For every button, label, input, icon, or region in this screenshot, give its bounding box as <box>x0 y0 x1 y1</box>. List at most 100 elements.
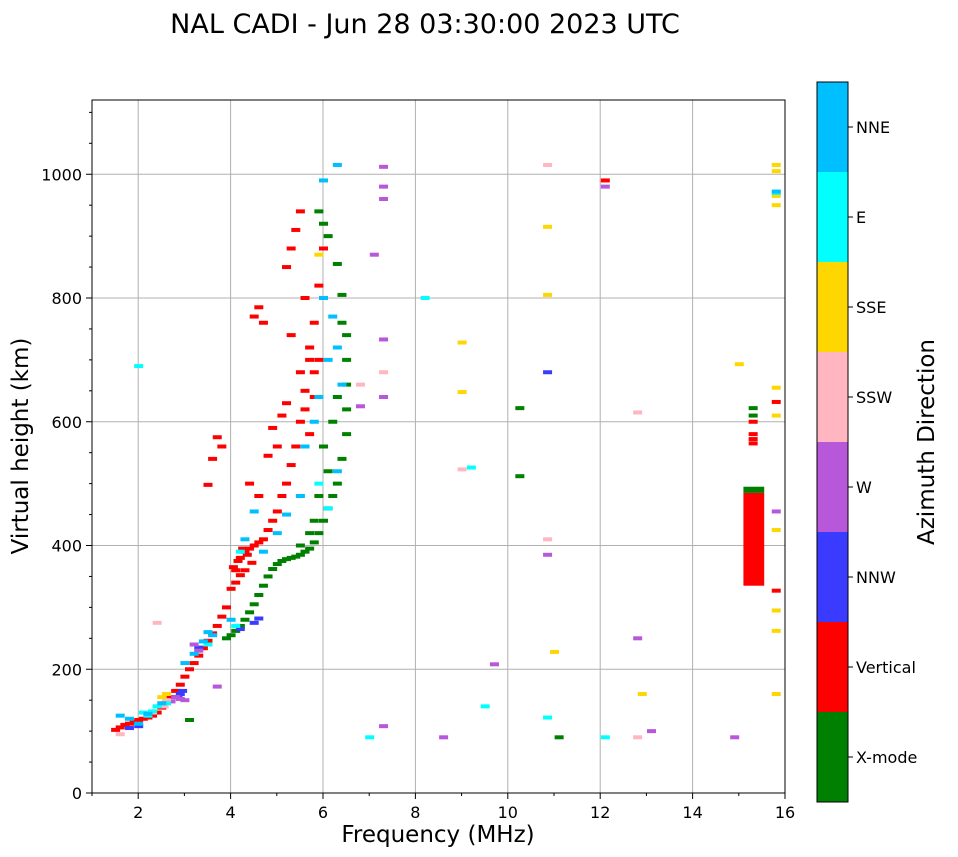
y-tick-label: 600 <box>51 413 82 432</box>
echo-point <box>355 404 365 409</box>
echo-block <box>743 492 765 586</box>
echo-point <box>258 549 268 554</box>
echo-point <box>185 667 195 672</box>
echo-point <box>332 345 342 350</box>
echo-point <box>245 610 255 615</box>
echo-point <box>515 406 525 411</box>
echo-point <box>323 357 333 362</box>
echo-point <box>226 633 236 638</box>
echo-point <box>515 474 525 479</box>
echo-point <box>235 555 245 560</box>
echo-point <box>771 169 781 174</box>
echo-point <box>332 261 342 266</box>
colorbar-segment <box>817 622 848 712</box>
colorbar-segment <box>817 442 848 532</box>
echo-point <box>543 552 553 557</box>
echo-point <box>115 725 125 730</box>
echo-point <box>369 252 379 257</box>
echo-point <box>420 296 430 300</box>
echo-point <box>185 717 195 722</box>
echo-point <box>282 265 292 270</box>
echo-point <box>161 701 171 706</box>
echo-point <box>748 437 758 442</box>
echo-point <box>231 580 241 585</box>
echo-point <box>231 628 241 633</box>
echo-point <box>295 552 305 557</box>
echo-point <box>198 639 208 644</box>
echo-point <box>309 419 319 424</box>
echo-point <box>249 620 259 625</box>
echo-point <box>748 413 758 418</box>
echo-point <box>337 292 347 297</box>
echo-point <box>138 716 148 721</box>
echo-point <box>263 574 273 579</box>
echo-point <box>268 567 278 572</box>
echo-point <box>543 224 553 229</box>
echo-point <box>379 164 389 169</box>
echo-point <box>171 695 181 700</box>
colorbar-label: W <box>856 478 872 497</box>
echo-point <box>157 701 167 706</box>
echo-point <box>138 710 148 715</box>
echo-point <box>314 481 324 486</box>
echo-point <box>129 719 139 724</box>
echo-point <box>272 562 282 567</box>
echo-point <box>771 413 781 418</box>
echo-point <box>175 696 185 701</box>
echo-point <box>231 623 241 628</box>
echo-point <box>319 444 328 449</box>
echo-point <box>194 648 204 653</box>
echo-point <box>730 735 740 740</box>
echo-point <box>124 726 134 731</box>
echo-point <box>314 395 324 399</box>
echo-point <box>314 283 324 288</box>
echo-point <box>166 699 176 704</box>
echo-point <box>235 549 245 554</box>
echo-point <box>332 162 342 167</box>
echo-point <box>314 209 324 214</box>
echo-point <box>166 695 176 700</box>
echo-point <box>633 636 643 641</box>
echo-point <box>328 419 338 424</box>
y-tick-label: 200 <box>51 660 82 679</box>
echo-point <box>600 735 610 740</box>
echo-point <box>771 162 781 167</box>
echo-point <box>212 435 222 440</box>
colorbar-label: X-mode <box>856 748 917 767</box>
echo-point <box>171 688 181 693</box>
echo-point <box>189 651 199 656</box>
echo-point <box>233 558 243 563</box>
echo-point <box>194 645 204 650</box>
echo-point <box>226 586 236 591</box>
echo-point <box>771 189 781 194</box>
colorbar-label: SSW <box>856 388 892 407</box>
echo-point <box>221 636 231 641</box>
echo-point <box>309 370 319 375</box>
colorbar-segment <box>817 532 848 622</box>
echo-point <box>254 540 264 545</box>
echo-point <box>268 518 278 523</box>
echo-point <box>543 370 553 375</box>
echo-point <box>217 614 227 619</box>
echo-point <box>309 320 319 325</box>
echo-point <box>180 674 190 679</box>
echo-point <box>249 543 259 548</box>
echo-point <box>208 633 218 638</box>
y-tick-label: 1000 <box>41 165 82 184</box>
echo-point <box>198 646 208 651</box>
echo-point <box>240 537 250 542</box>
echo-point <box>379 197 389 201</box>
colorbar-frame <box>816 81 849 803</box>
echo-point <box>457 390 467 395</box>
echo-point <box>480 704 490 709</box>
echo-point <box>152 704 162 709</box>
echo-point <box>300 296 310 300</box>
echo-point <box>282 401 292 406</box>
echo-point <box>300 388 310 393</box>
colorbar-segment <box>817 352 848 442</box>
echo-point <box>543 537 553 542</box>
echo-point <box>277 558 287 563</box>
x-tick-label: 10 <box>498 803 518 822</box>
y-axis-title: Virtual height (km) <box>8 338 34 555</box>
echo-point <box>238 546 248 551</box>
